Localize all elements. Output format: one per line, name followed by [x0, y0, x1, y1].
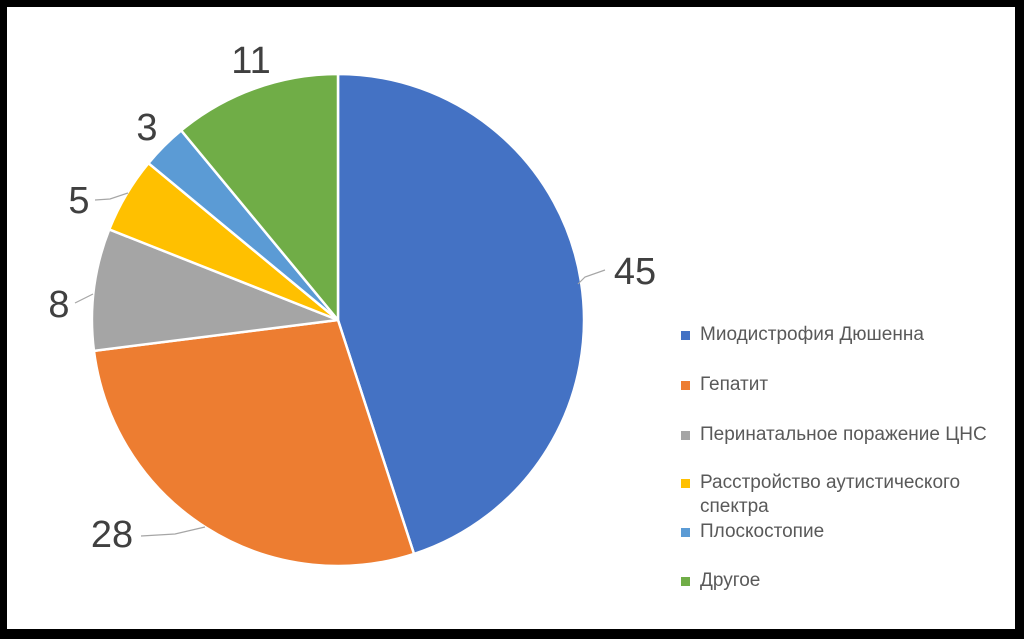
- legend-label: Гепатит: [700, 374, 769, 395]
- leader-line-perinatal-cns: [74, 293, 94, 304]
- legend-label: Миодистрофия Дюшенна: [700, 324, 924, 345]
- data-label-hepatitis: 28: [91, 514, 133, 556]
- legend-swatch: [681, 331, 690, 340]
- data-label-perinatal-cns: 8: [48, 284, 69, 326]
- pie-chart: 45 28 8 5 3 11: [48, 40, 656, 568]
- data-label-other: 11: [231, 40, 270, 82]
- legend-swatch: [681, 528, 690, 537]
- leader-line-duchenne: [577, 269, 606, 285]
- legend-label: Расстройство аутистического спектра: [700, 472, 961, 517]
- chart-frame: 45 28 8 5 3 11 Миодистрофия Дюшенна Гепатит П…: [7, 7, 1015, 629]
- data-label-duchenne: 45: [614, 251, 656, 293]
- legend-swatch: [681, 479, 690, 488]
- pie-slice-other: [179, 72, 340, 324]
- leader-line-hepatitis: [140, 526, 206, 537]
- legend-label: Другое: [700, 570, 761, 591]
- data-label-flatfoot: 3: [136, 107, 157, 149]
- data-label-autism-spectrum: 5: [68, 180, 89, 222]
- legend-label: Плоскостопие: [700, 521, 825, 542]
- pie-slice-hepatitis: [92, 318, 416, 568]
- legend-swatch: [681, 577, 690, 586]
- pie-slice-perinatal-cns: [90, 227, 339, 353]
- leader-line-autism-spectrum: [94, 192, 129, 201]
- legend-swatch: [681, 381, 690, 390]
- legend-label: Перинатальное поражение ЦНС: [700, 424, 987, 445]
- legend-swatch: [681, 431, 690, 440]
